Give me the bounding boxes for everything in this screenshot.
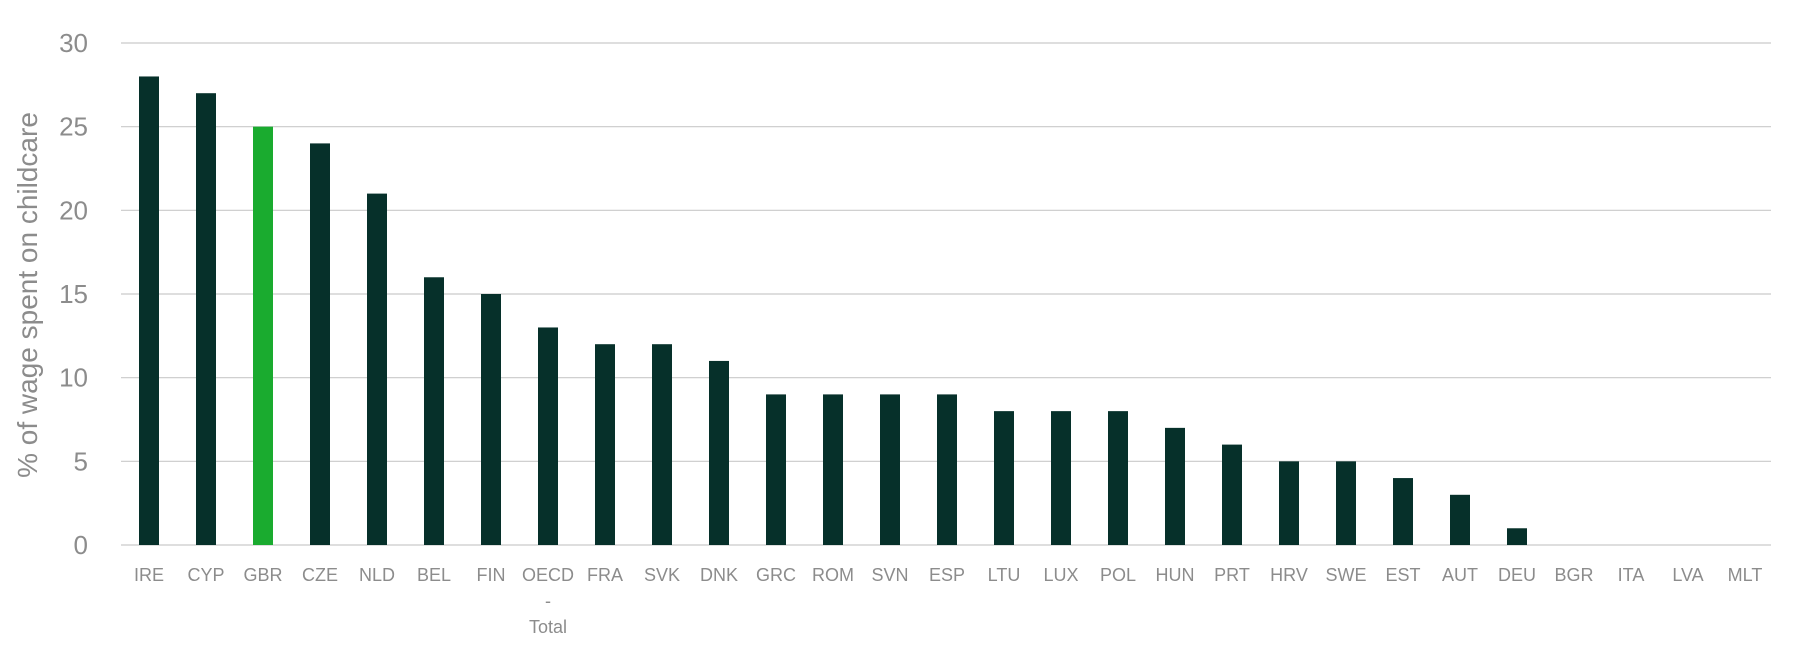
bar-grc xyxy=(766,394,786,545)
bar-rom xyxy=(823,394,843,545)
x-tick-label: ROM xyxy=(812,565,854,585)
bar-prt xyxy=(1222,444,1242,545)
x-tick-label: EST xyxy=(1385,565,1420,585)
x-tick-label: Total xyxy=(529,617,567,637)
y-tick-label: 10 xyxy=(59,363,88,393)
x-tick-label: CZE xyxy=(302,565,338,585)
x-tick-label: IRE xyxy=(134,565,164,585)
y-tick-label: 0 xyxy=(74,530,88,560)
x-tick-label: SVN xyxy=(871,565,908,585)
x-tick-label: LTU xyxy=(988,565,1021,585)
x-tick-label: LVA xyxy=(1672,565,1703,585)
x-tick-label: FRA xyxy=(587,565,623,585)
x-tick-label: HUN xyxy=(1156,565,1195,585)
bar-hrv xyxy=(1279,461,1299,545)
x-tick-label: DNK xyxy=(700,565,738,585)
bars xyxy=(139,76,1527,546)
y-tick-label: 20 xyxy=(59,195,88,225)
x-tick-label: SVK xyxy=(644,565,680,585)
bar-est xyxy=(1393,478,1413,545)
bar-ltu xyxy=(994,411,1014,545)
bar-cze xyxy=(310,143,330,545)
bar-deu xyxy=(1507,528,1527,545)
x-tick-label: CYP xyxy=(187,565,224,585)
bar-cyp xyxy=(196,93,216,545)
bar-hun xyxy=(1165,427,1185,545)
x-tick-label: ESP xyxy=(929,565,965,585)
bar-pol xyxy=(1108,411,1128,545)
gridlines xyxy=(121,42,1771,546)
bar-svk xyxy=(652,344,672,545)
bar-svn xyxy=(880,394,900,545)
bar-swe xyxy=(1336,461,1356,545)
x-tick-label: DEU xyxy=(1498,565,1536,585)
x-tick-label: GBR xyxy=(243,565,282,585)
x-tick-label: ITA xyxy=(1618,565,1645,585)
x-tick-label: SWE xyxy=(1325,565,1366,585)
bar-fra xyxy=(595,344,615,545)
x-axis-ticks: IRE CYP GBR CZE NLD BEL FIN OECD - Total FRA SVK DNK… xyxy=(134,565,1762,637)
x-tick-label: MLT xyxy=(1728,565,1763,585)
x-tick-label: BGR xyxy=(1554,565,1593,585)
y-axis-ticks: 0 5 10 15 20 25 30 xyxy=(59,28,88,560)
bar-fin xyxy=(481,294,501,545)
bar-esp xyxy=(937,394,957,545)
bar-oecd-total xyxy=(538,327,558,545)
x-tick-label: FIN xyxy=(477,565,506,585)
bar-aut xyxy=(1450,494,1470,545)
x-tick-label: NLD xyxy=(359,565,395,585)
x-tick-label: GRC xyxy=(756,565,796,585)
y-tick-label: 15 xyxy=(59,279,88,309)
x-tick-label: - xyxy=(545,591,551,611)
bar-ire xyxy=(139,76,159,545)
x-tick-label: OECD xyxy=(522,565,574,585)
y-tick-label: 30 xyxy=(59,28,88,58)
bar-lux xyxy=(1051,411,1071,545)
y-tick-label: 25 xyxy=(59,112,88,142)
bar-nld xyxy=(367,193,387,545)
bar-dnk xyxy=(709,360,729,545)
x-tick-label: HRV xyxy=(1270,565,1308,585)
x-tick-label: POL xyxy=(1100,565,1136,585)
x-tick-label: BEL xyxy=(417,565,451,585)
x-tick-label: LUX xyxy=(1043,565,1078,585)
bar-bel xyxy=(424,277,444,545)
bar-gbr xyxy=(253,126,273,546)
y-axis-label: % of wage spent on childcare xyxy=(12,112,43,478)
y-tick-label: 5 xyxy=(74,446,88,476)
x-tick-label: AUT xyxy=(1442,565,1478,585)
x-tick-label: PRT xyxy=(1214,565,1250,585)
